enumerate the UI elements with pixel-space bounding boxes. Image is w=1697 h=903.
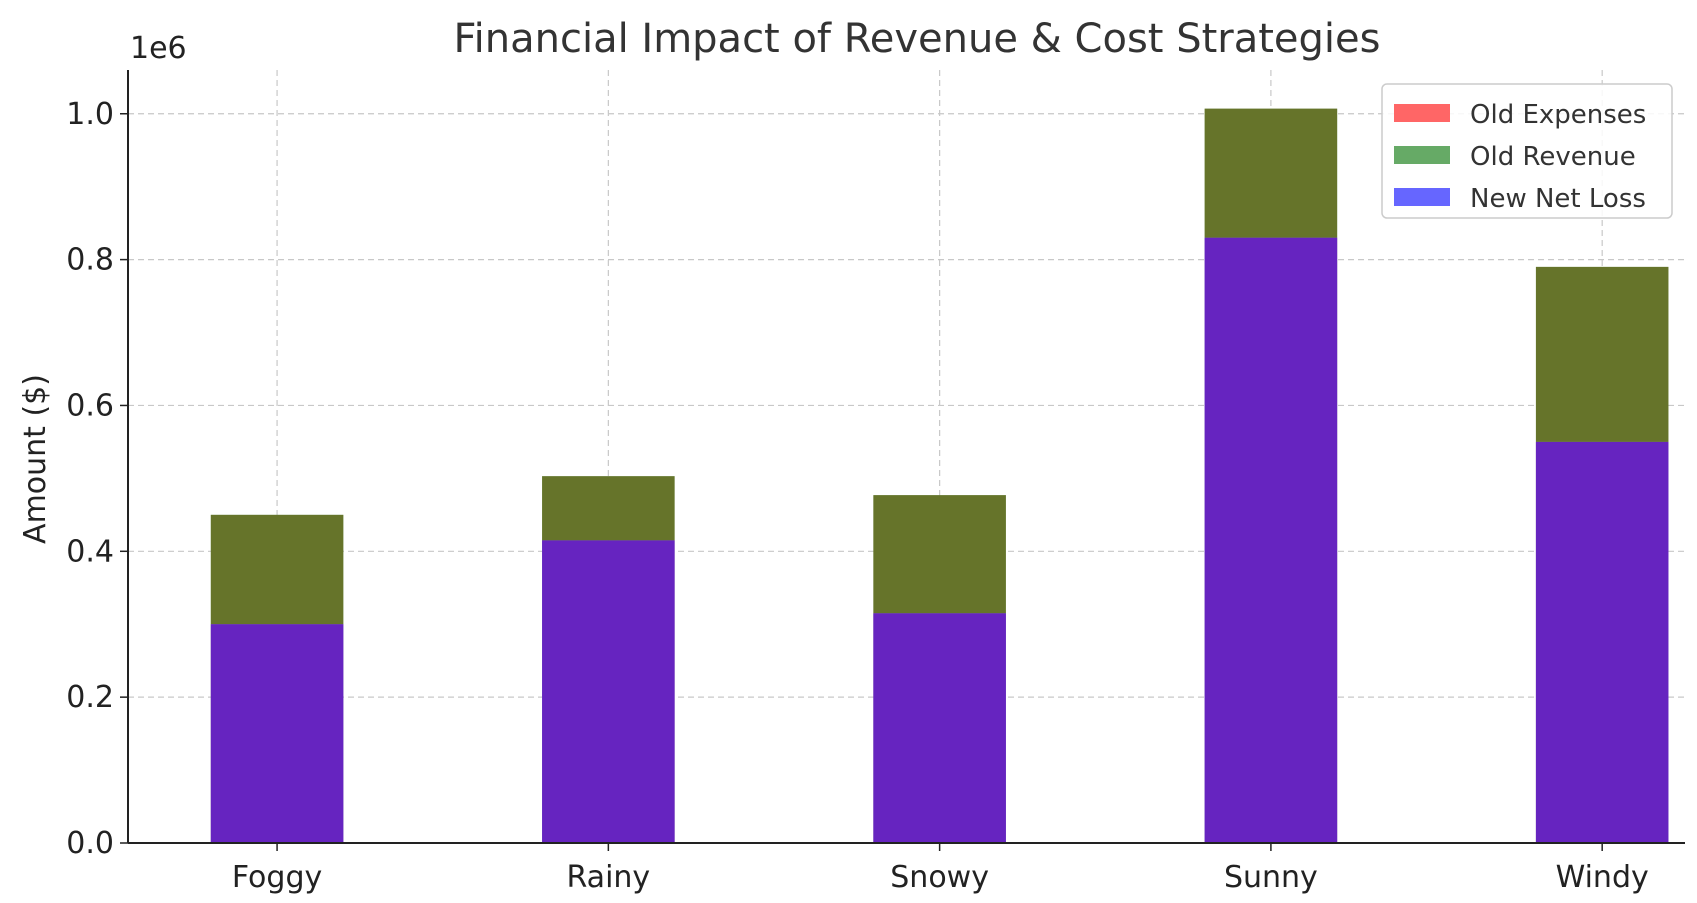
bar-segment-lower (1204, 237, 1338, 843)
bar-segment-upper (1204, 108, 1338, 238)
y-tick-label: 0.8 (66, 243, 114, 278)
y-tick-label: 1.0 (66, 97, 114, 132)
bars (210, 108, 1669, 843)
bar-segment-upper (1535, 266, 1669, 442)
y-axis-label: Amount ($) (18, 374, 53, 544)
x-tick-label: Sunny (1224, 860, 1318, 895)
legend-label: Old Expenses (1470, 100, 1646, 130)
legend-label: New Net Loss (1470, 184, 1646, 214)
legend: Old Expenses Old Revenue New Net Loss (1381, 83, 1673, 219)
y-tick-label: 0.6 (66, 388, 114, 423)
x-tick-label: Rainy (567, 860, 651, 895)
y-tick-label: 0.4 (66, 534, 114, 569)
x-tick-label: Foggy (232, 860, 322, 895)
legend-swatch (1394, 146, 1450, 164)
y-tick-label: 0.2 (66, 680, 114, 715)
legend-label: Old Revenue (1470, 142, 1636, 172)
bar-segment-lower (1535, 441, 1669, 843)
chart-title: Financial Impact of Revenue & Cost Strat… (454, 16, 1381, 62)
bar-segment-lower (542, 540, 675, 843)
y-offset-label: 1e6 (130, 31, 187, 66)
x-tick-label: Snowy (890, 860, 989, 895)
y-tick-label: 0.0 (66, 826, 114, 861)
bar-segment-upper (542, 476, 675, 541)
x-tick-label: Windy (1556, 860, 1649, 895)
axes (120, 70, 1685, 851)
tick-labels: 0.0 0.2 0.4 0.6 0.8 1.0 Foggy Rainy Snowy Sunny Wi… (66, 97, 1648, 895)
legend-swatch (1394, 104, 1450, 122)
bar-segment-lower (210, 624, 344, 843)
bar-segment-upper (873, 495, 1006, 614)
legend-swatch (1394, 188, 1450, 206)
legend-box (1381, 83, 1673, 219)
bar-segment-lower (873, 613, 1006, 843)
bar-segment-upper (210, 514, 344, 625)
